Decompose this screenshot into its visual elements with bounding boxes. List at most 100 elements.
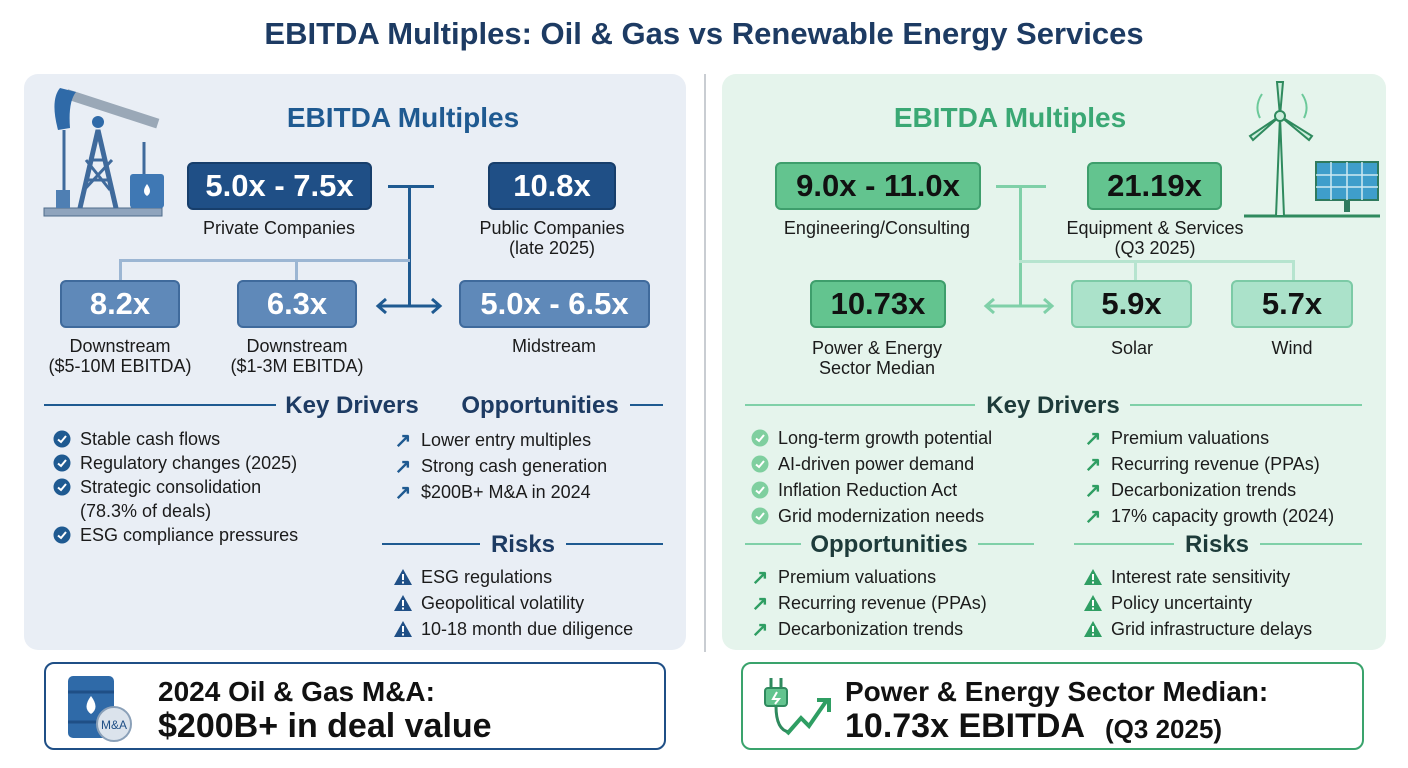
- renewable-risks-heading: Risks: [1184, 531, 1250, 558]
- check-circle-icon: [750, 480, 770, 500]
- warning-icon: [393, 619, 413, 639]
- list-item: Long-term growth potential: [750, 425, 992, 451]
- connector: [1292, 260, 1295, 281]
- list-item: Interest rate sensitivity: [1083, 564, 1312, 590]
- oil-barrel-ma-icon: M&A: [68, 676, 132, 742]
- power-energy-median-callout: Power & Energy Sector Median: 10.73x EBI…: [741, 662, 1364, 750]
- private-companies-multiple: 5.0x - 7.5x: [187, 162, 372, 210]
- trend-up-arrow-icon: ↗: [751, 592, 769, 615]
- list-item-text: Premium valuations: [1111, 427, 1270, 448]
- list-item-text: Recurring revenue (PPAs): [1111, 453, 1320, 474]
- list-item-text: Decarbonization trends: [1111, 479, 1297, 500]
- list-item-text: AI-driven power demand: [778, 453, 975, 474]
- connector: [1134, 260, 1137, 281]
- list-item-text: Interest rate sensitivity: [1111, 566, 1291, 587]
- list-item: ↗ Lower entry multiples: [393, 427, 607, 453]
- divider-line: [745, 543, 801, 545]
- list-item: ↗ Decarbonization trends: [750, 616, 987, 642]
- trend-up-arrow-icon: ↗: [1084, 505, 1102, 528]
- median-label: Power & Energy: [811, 338, 943, 358]
- list-item: Geopolitical volatility: [393, 590, 633, 616]
- connector: [408, 185, 411, 307]
- public-companies-multiple: 10.8x: [488, 162, 616, 210]
- wind-multiple: 5.7x: [1231, 280, 1353, 328]
- public-companies-sub: (late 2025): [508, 238, 596, 258]
- midstream-label: Midstream: [511, 336, 597, 356]
- list-item-text: $200B+ M&A in 2024: [421, 481, 591, 502]
- list-item: ↗ Recurring revenue (PPAs): [1083, 451, 1334, 477]
- private-companies-label: Private Companies: [202, 218, 356, 238]
- list-item: 10-18 month due diligence: [393, 616, 633, 642]
- oil-gas-opportunities-heading: Opportunities: [461, 392, 619, 419]
- trend-up-arrow-icon: ↗: [1084, 479, 1102, 502]
- divider-line: [1130, 404, 1362, 406]
- equipment-label: Equipment & Services: [1066, 218, 1244, 238]
- check-circle-icon: [52, 429, 72, 449]
- connector: [1019, 185, 1022, 307]
- trend-up-arrow-icon: ↗: [394, 481, 412, 504]
- divider-line: [566, 543, 663, 545]
- renewable-callout-line2: 10.73x EBITDA: [845, 707, 1085, 745]
- ma-icon-text: M&A: [101, 718, 127, 732]
- oil-gas-key-drivers-heading: Key Drivers: [285, 392, 419, 419]
- downstream-large-label: Downstream: [69, 336, 171, 356]
- oil-gas-callout-line1: 2024 Oil & Gas M&A:: [158, 676, 435, 707]
- connector: [388, 185, 434, 188]
- wind-label: Wind: [1271, 338, 1313, 358]
- trend-up-arrow-icon: ↗: [1084, 453, 1102, 476]
- list-item-text: ESG regulations: [421, 566, 553, 587]
- divider-line: [1074, 543, 1174, 545]
- downstream-small-multiple: 6.3x: [237, 280, 357, 328]
- oil-gas-heading: EBITDA Multiples: [286, 102, 520, 133]
- list-item: ↗ Decarbonization trends: [1083, 477, 1334, 503]
- list-item: (78.3% of deals): [52, 499, 298, 523]
- renewable-heading: EBITDA Multiples: [893, 102, 1127, 133]
- oil-pumpjack-icon: [43, 88, 164, 217]
- list-item: ESG regulations: [393, 564, 633, 590]
- trend-up-arrow-icon: ↗: [1084, 427, 1102, 450]
- check-circle-icon: [52, 477, 72, 497]
- solar-multiple: 5.9x: [1071, 280, 1192, 328]
- list-item: ↗ 17% capacity growth (2024): [1083, 503, 1335, 529]
- page-title: EBITDA Multiples: Oil & Gas vs Renewable…: [264, 16, 1144, 51]
- connector: [119, 259, 410, 262]
- list-item: Grid infrastructure delays: [1083, 616, 1312, 642]
- warning-icon: [1083, 593, 1103, 613]
- trend-up-arrow-icon: ↗: [751, 618, 769, 641]
- list-item-text: Stable cash flows: [80, 428, 221, 449]
- double-arrow-icon: [983, 297, 1055, 315]
- renewable-callout-line1: Power & Energy Sector Median:: [845, 676, 1269, 707]
- downstream-small-sub: ($1-3M EBITDA): [230, 356, 364, 376]
- midstream-multiple: 5.0x - 6.5x: [459, 280, 650, 328]
- warning-icon: [1083, 619, 1103, 639]
- list-item: ↗ Recurring revenue (PPAs): [750, 590, 987, 616]
- list-item-text: Premium valuations: [778, 566, 937, 587]
- list-item-text: Strategic consolidation: [80, 476, 262, 497]
- list-item-text: ESG compliance pressures: [80, 524, 299, 545]
- connector: [119, 259, 122, 281]
- list-item: ESG compliance pressures: [52, 523, 298, 547]
- list-item-text: Grid infrastructure delays: [1111, 618, 1313, 639]
- indent-spacer: [52, 501, 72, 521]
- list-item-text: Regulatory changes (2025): [80, 452, 298, 473]
- oil-gas-callout-line2: $200B+ in deal value: [158, 707, 492, 745]
- list-item: ↗ Premium valuations: [750, 564, 987, 590]
- warning-icon: [393, 567, 413, 587]
- renewable-callout-period: (Q3 2025): [1105, 714, 1223, 744]
- check-circle-icon: [750, 454, 770, 474]
- list-item-text: 17% capacity growth (2024): [1111, 505, 1335, 526]
- engineering-label: Engineering/Consulting: [783, 218, 971, 238]
- equipment-sub: (Q3 2025): [1114, 238, 1196, 258]
- list-item: ↗ Premium valuations: [1083, 425, 1334, 451]
- median-sub: Sector Median: [818, 358, 936, 378]
- trend-up-arrow-icon: ↗: [751, 566, 769, 589]
- check-circle-icon: [750, 428, 770, 448]
- check-circle-icon: [52, 525, 72, 545]
- plug-growth-icon: [764, 678, 831, 736]
- list-item: Stable cash flows: [52, 427, 298, 451]
- list-item-text: Policy uncertainty: [1111, 592, 1253, 613]
- double-arrow-icon: [375, 297, 443, 315]
- renewable-key-drivers-heading: Key Drivers: [986, 392, 1120, 419]
- list-item-text: Inflation Reduction Act: [778, 479, 958, 500]
- divider-line: [745, 404, 975, 406]
